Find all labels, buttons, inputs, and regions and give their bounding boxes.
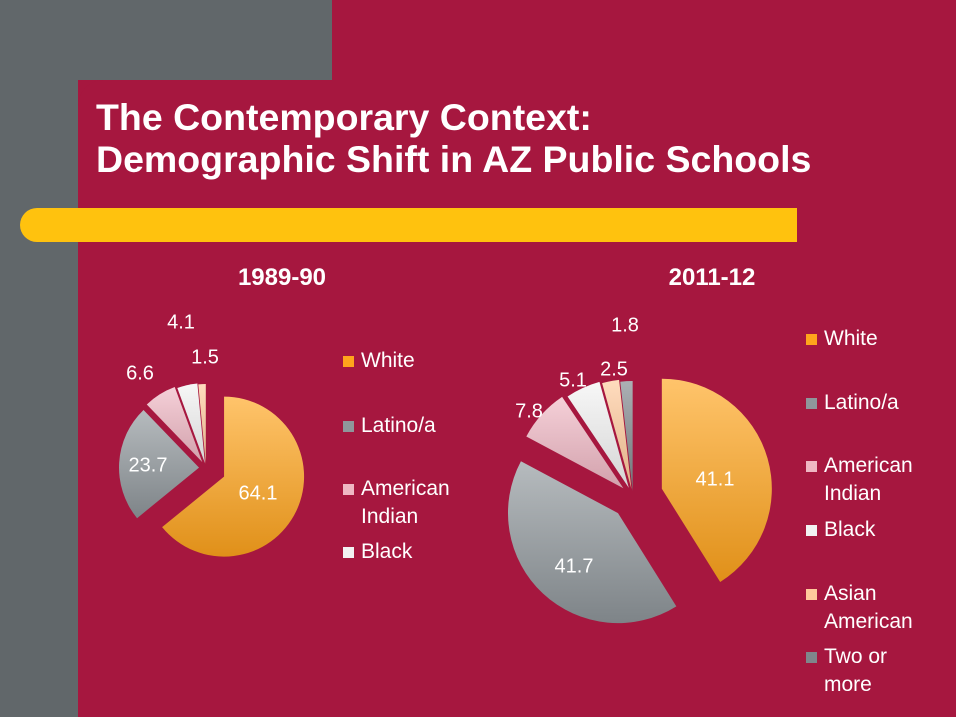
title-panel-corner: [78, 80, 338, 140]
legend-item-asian-american: Asian American: [806, 580, 931, 636]
legend-item-white: White: [806, 325, 956, 353]
legend-item-black: Black: [806, 516, 956, 544]
legend-swatch: [343, 356, 354, 367]
slice-black: [567, 381, 629, 488]
legend-swatch: [343, 484, 354, 495]
data-label-white: 41.1: [695, 468, 735, 491]
data-label-american-indian: 7.8: [515, 400, 543, 423]
slice-american-indian: [146, 386, 203, 463]
slice-black: [177, 383, 205, 464]
legend-swatch: [343, 547, 354, 558]
legend-item-american-indian: American Indian: [343, 475, 473, 531]
gold-accent-bar: [20, 208, 797, 242]
legend-swatch: [806, 461, 817, 472]
legend-item-american-indian: American Indian: [806, 452, 931, 508]
legend-item-latino: Latino/a: [806, 389, 956, 417]
slice-asian-american: [198, 384, 206, 465]
legend-swatch: [806, 398, 817, 409]
legend-item-white: White: [343, 347, 493, 375]
legend-swatch: [806, 589, 817, 600]
data-label-black: 5.1: [559, 369, 587, 392]
pie-2011-12: [507, 378, 772, 624]
slice-white: [162, 396, 305, 557]
slice-latino: [119, 409, 200, 519]
legend-item-black: Black: [343, 538, 493, 566]
chart-title-2011-12: 2011-12: [668, 264, 756, 291]
chart-title-1989-90: 1989-90: [237, 264, 327, 291]
legend-swatch: [806, 334, 817, 345]
slice-american-indian: [526, 396, 624, 489]
legend-swatch: [806, 525, 817, 536]
data-label-asian-american: 2.5: [600, 358, 628, 381]
data-label-other: 1.5: [191, 346, 219, 369]
legend-swatch: [806, 652, 817, 663]
legend-swatch: [343, 421, 354, 432]
slice-latino: [507, 461, 677, 624]
left-gray-strip: [0, 0, 78, 717]
slice-two-or-more: [620, 381, 633, 492]
slice-asian-american: [602, 379, 632, 490]
data-label-black: 4.1: [167, 311, 195, 334]
data-label-latino: 41.7: [554, 555, 594, 578]
data-label-latino: 23.7: [128, 454, 168, 477]
data-label-white: 64.1: [238, 482, 278, 505]
data-label-two-or-more: 1.8: [611, 314, 639, 337]
slide-title: The Contemporary Context: Demographic Sh…: [96, 96, 811, 180]
slice-white: [661, 378, 772, 582]
slide-title-line-1: The Contemporary Context:: [96, 96, 592, 138]
slide-title-line-2: Demographic Shift in AZ Public Schools: [96, 138, 812, 180]
legend-item-two-or-more: Two or more: [806, 643, 931, 699]
data-label-american-indian: 6.6: [126, 362, 154, 385]
top-gray-block: [0, 0, 332, 80]
pie-1989-90: [119, 383, 305, 557]
legend-item-latino: Latino/a: [343, 412, 493, 440]
